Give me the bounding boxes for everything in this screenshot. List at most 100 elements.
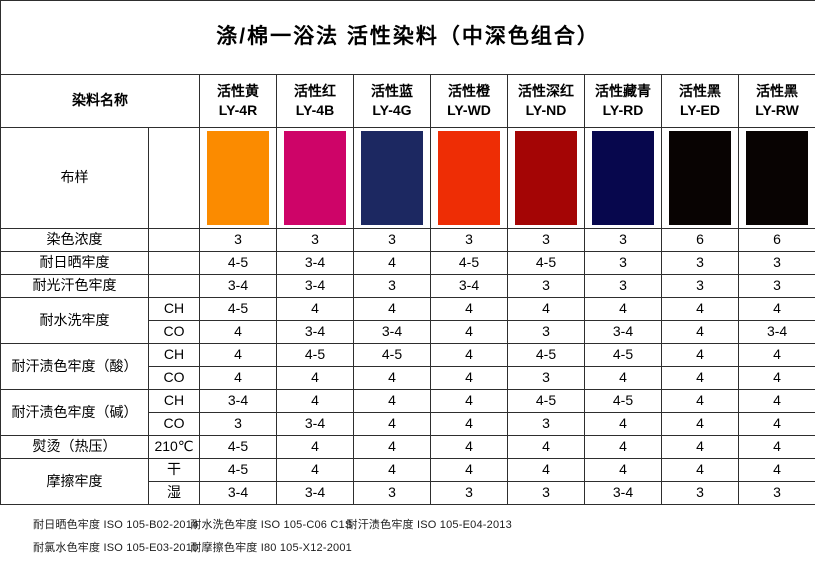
- fastness-value-cell: 3-4: [276, 481, 354, 505]
- footnote-line-2: 耐氯水色牢度 ISO 105-E03-2010 耐摩擦色牢度 I80 105-X…: [33, 537, 815, 560]
- fastness-value-cell: 4: [353, 366, 431, 390]
- table-row: 染色浓度 3 3 3 3 3 3 6 6: [0, 228, 815, 252]
- fastness-value-cell: 4: [584, 458, 662, 482]
- sub-label-co: CO: [148, 320, 200, 344]
- fastness-value-cell: 3: [584, 251, 662, 275]
- fastness-value-cell: 4: [430, 458, 508, 482]
- fastness-value-cell: 3: [430, 228, 508, 252]
- dye-code: LY-RD: [602, 102, 644, 118]
- dye-code: LY-ND: [525, 102, 567, 118]
- swatch-cell: [199, 127, 277, 229]
- fastness-value-cell: 4: [737, 297, 815, 321]
- fastness-value-cell: 4: [737, 458, 815, 482]
- table-row: 耐日晒牢度 4-5 3-4 4 4-5 4-5 3 3 3: [0, 251, 815, 275]
- fabric-swatch: [746, 131, 809, 225]
- fastness-value-cell: 4-5: [199, 297, 277, 321]
- table-row: 耐汗渍色牢度（酸） CH 4 4-5 4-5 4 4-5 4-5 4 4: [0, 343, 815, 390]
- fastness-value-cell: 4: [430, 412, 508, 436]
- fastness-value-cell: 4: [507, 297, 585, 321]
- fastness-value-cell: 3-4: [737, 320, 815, 344]
- header-row: 染料名称 活性黄 LY-4R 活性红 LY-4B 活性蓝 LY-4G 活性橙 L…: [0, 74, 815, 128]
- fastness-value-cell: 4: [430, 435, 508, 459]
- fastness-value-cell: 4: [353, 297, 431, 321]
- fastness-value-cell: 4: [353, 251, 431, 275]
- fastness-value-cell: 4: [430, 320, 508, 344]
- fastness-value-cell: 3: [199, 228, 277, 252]
- dye-column-header: 活性黄 LY-4R: [199, 74, 277, 128]
- fastness-value-cell: 3-4: [276, 274, 354, 298]
- fastness-value-cell: 4: [199, 366, 277, 390]
- sub-label-ch: CH: [148, 297, 200, 321]
- fastness-value-cell: 3: [737, 251, 815, 275]
- fastness-value-cell: 4: [584, 366, 662, 390]
- fastness-value-cell: 4-5: [507, 389, 585, 413]
- swatch-cell: [276, 127, 354, 229]
- row-label-perspiration-acid-fastness: 耐汗渍色牢度（酸）: [0, 343, 149, 390]
- fastness-value-cell: 3: [661, 274, 739, 298]
- fastness-value-cell: 4: [353, 458, 431, 482]
- fastness-value-cell: 3: [430, 481, 508, 505]
- fastness-value-cell: 4: [430, 366, 508, 390]
- fabric-sample-row: 布样: [0, 127, 815, 229]
- row-label-light-fastness: 耐日晒牢度: [0, 251, 149, 275]
- fastness-value-cell: 4-5: [199, 458, 277, 482]
- fastness-value-cell: 4: [661, 343, 739, 367]
- fastness-value-cell: 4: [661, 435, 739, 459]
- dye-name-header: 染料名称: [0, 74, 200, 128]
- fastness-value-cell: 4: [661, 297, 739, 321]
- table-row: CO 4 4 4 4 3 4 4 4: [1, 366, 815, 390]
- dye-column-header: 活性黑 LY-ED: [661, 74, 739, 128]
- fastness-value-cell: 4: [661, 366, 739, 390]
- fabric-swatch: [438, 131, 500, 225]
- fastness-value-cell: 4: [661, 458, 739, 482]
- footnote-rubbing-standard: 耐摩擦色牢度 I80 105-X12-2001: [190, 542, 352, 554]
- fastness-value-cell: 3: [584, 228, 662, 252]
- footnote-chlorine-standard: 耐氯水色牢度 ISO 105-E03-2010: [33, 542, 199, 554]
- fastness-value-cell: 3: [507, 412, 585, 436]
- fastness-value-cell: 3: [507, 228, 585, 252]
- dye-code: LY-4R: [218, 102, 258, 118]
- dye-name: 活性黑: [679, 82, 721, 99]
- fastness-value-cell: 6: [737, 228, 815, 252]
- fabric-swatch: [361, 131, 423, 225]
- fastness-value-cell: 4: [430, 297, 508, 321]
- dye-column-header: 活性深红 LY-ND: [507, 74, 585, 128]
- fastness-value-cell: 3: [507, 320, 585, 344]
- fastness-value-cell: 4: [199, 343, 277, 367]
- row-label-washing-fastness: 耐水洗牢度: [0, 297, 149, 344]
- empty-cell: [148, 228, 200, 252]
- fastness-value-cell: 4: [353, 412, 431, 436]
- fastness-value-cell: 3-4: [199, 274, 277, 298]
- fastness-value-cell: 3-4: [584, 320, 662, 344]
- dye-code: LY-4G: [372, 102, 412, 118]
- fastness-value-cell: 4: [276, 458, 354, 482]
- dye-column-header: 活性黑 LY-RW: [737, 74, 815, 128]
- footnote-line-1: 耐日晒色牢度 ISO 105-B02-2014 耐水洗色牢度 ISO 105-C…: [33, 514, 815, 537]
- fastness-value-cell: 4-5: [199, 251, 277, 275]
- fastness-value-cell: 3-4: [199, 481, 277, 505]
- footnote-perspiration-standard: 耐汗渍色牢度 ISO 105-E04-2013: [346, 519, 512, 531]
- fabric-swatch: [284, 131, 346, 225]
- fabric-swatch: [515, 131, 577, 225]
- fastness-value-cell: 4: [430, 343, 508, 367]
- table-row: 摩擦牢度 干 4-5 4 4 4 4 4 4 4: [0, 458, 815, 505]
- dye-column-header: 活性蓝 LY-4G: [353, 74, 431, 128]
- fastness-value-cell: 4: [661, 320, 739, 344]
- fastness-value-cell: 4-5: [584, 389, 662, 413]
- fastness-value-cell: 4: [584, 297, 662, 321]
- row-label-dyeing-depth: 染色浓度: [0, 228, 149, 252]
- swatch-cell: [507, 127, 585, 229]
- row-label-ironing-fastness: 熨烫（热压）: [0, 435, 149, 459]
- footnote-lightfastness-standard: 耐日晒色牢度 ISO 105-B02-2014: [33, 519, 199, 531]
- fastness-value-cell: 4: [507, 458, 585, 482]
- fastness-value-cell: 3-4: [584, 481, 662, 505]
- fastness-value-cell: 4: [353, 435, 431, 459]
- fastness-value-cell: 4: [199, 320, 277, 344]
- footnotes: 耐日晒色牢度 ISO 105-B02-2014 耐水洗色牢度 ISO 105-C…: [0, 505, 815, 560]
- fastness-value-cell: 4: [737, 389, 815, 413]
- fastness-value-cell: 3: [737, 274, 815, 298]
- table-row: 耐光汗色牢度 3-4 3-4 3 3-4 3 3 3 3: [0, 274, 815, 298]
- fastness-value-cell: 3-4: [276, 320, 354, 344]
- fabric-swatch: [207, 131, 269, 225]
- dye-name: 活性深红: [518, 82, 574, 99]
